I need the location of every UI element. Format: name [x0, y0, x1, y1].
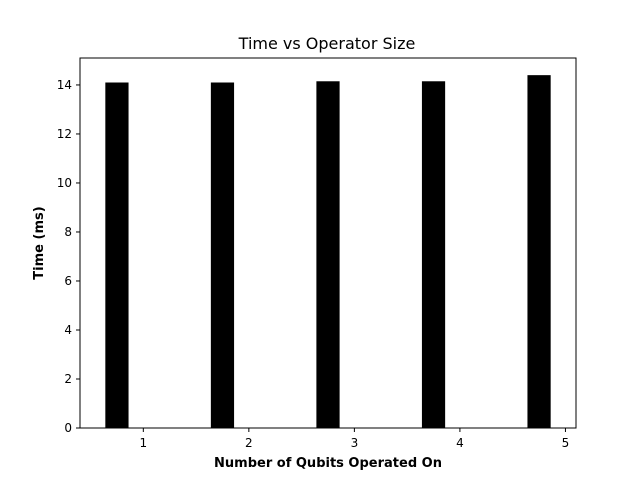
- y-tick-label: 4: [64, 323, 72, 337]
- y-tick-label: 0: [64, 421, 72, 435]
- x-axis-label: Number of Qubits Operated On: [214, 456, 442, 471]
- x-axis-ticks: 1 2 3 4 5: [139, 428, 569, 450]
- chart-title: Time vs Operator Size: [238, 34, 416, 53]
- y-axis-ticks: 0 2 4 6 8 10 12 14: [57, 78, 80, 435]
- y-tick-label: 8: [64, 225, 72, 239]
- x-tick-label: 2: [245, 436, 253, 450]
- x-tick-label: 3: [351, 436, 359, 450]
- y-tick-label: 10: [57, 176, 72, 190]
- bar-2: [210, 82, 235, 429]
- bar-1: [105, 82, 129, 429]
- y-tick-label: 14: [57, 78, 72, 92]
- bar-5: [527, 75, 551, 429]
- x-tick-label: 4: [456, 436, 464, 450]
- x-tick-label: 5: [562, 436, 570, 450]
- x-tick-label: 1: [139, 436, 147, 450]
- y-tick-label: 6: [64, 274, 72, 288]
- bars-group: [105, 75, 551, 429]
- plot-frame: [79, 57, 577, 429]
- bar-4: [421, 81, 446, 429]
- y-axis-label: Time (ms): [32, 206, 47, 279]
- y-tick-label: 2: [64, 372, 72, 386]
- y-tick-label: 12: [57, 127, 72, 141]
- bar-3: [316, 81, 340, 429]
